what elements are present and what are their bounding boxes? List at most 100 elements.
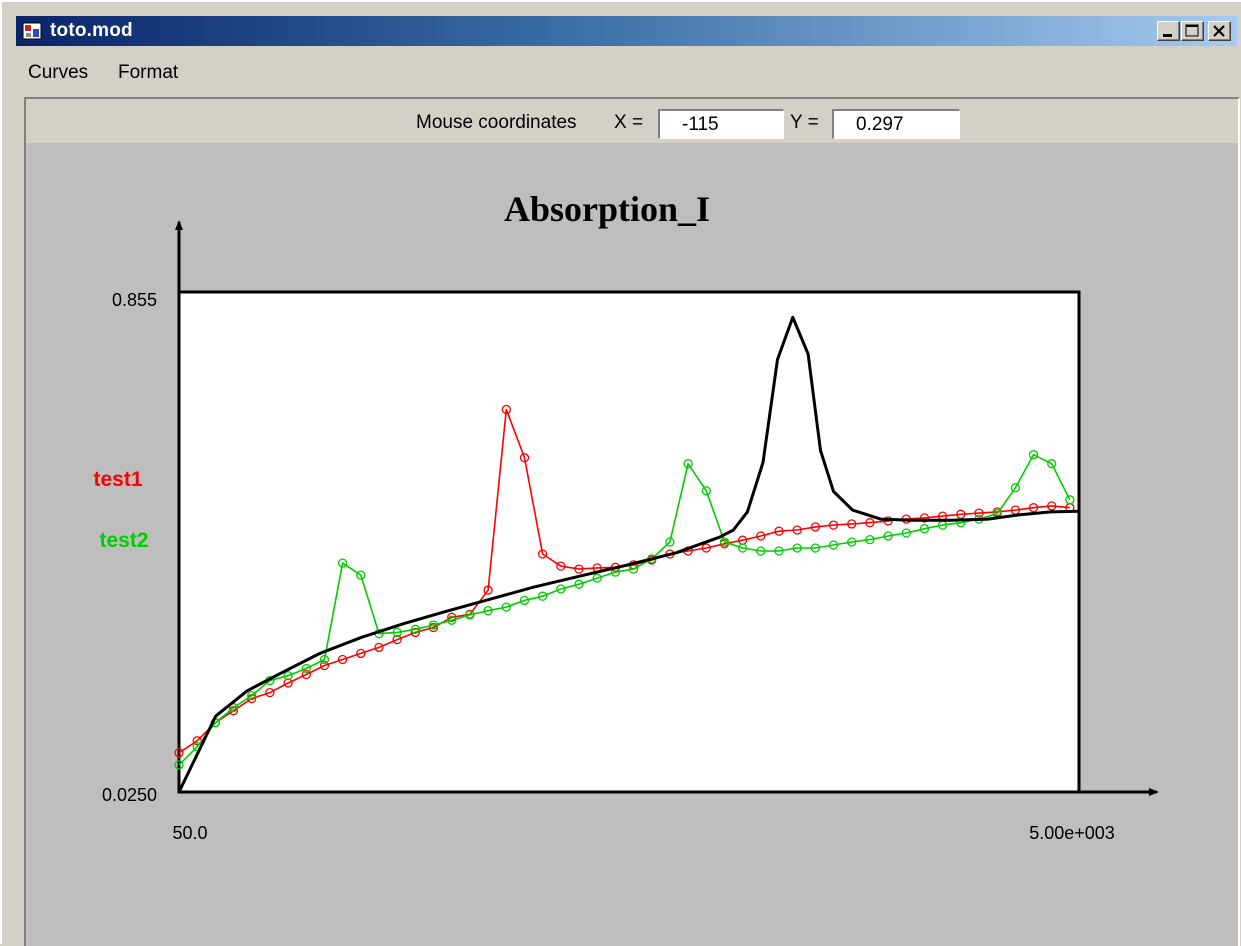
data-point-test2 <box>519 595 530 606</box>
legend-test2[interactable]: test2 <box>99 529 148 552</box>
close-icon <box>1213 25 1225 37</box>
data-point-test1 <box>1047 501 1057 511</box>
data-point-test2 <box>283 671 293 681</box>
y-max-tick-label: 0.855 <box>112 290 157 310</box>
title-bar[interactable]: toto.mod <box>16 16 1237 46</box>
data-point-test2 <box>719 537 730 547</box>
y-coordinate-label: Y = <box>790 112 819 133</box>
x-max-tick-label: 5.00e+003 <box>1029 823 1115 843</box>
data-point-test1 <box>374 642 384 653</box>
x-coordinate-label: X = <box>614 112 644 133</box>
data-point-test2 <box>592 573 602 583</box>
data-point-test2 <box>1047 459 1057 469</box>
data-point-test2 <box>392 627 402 638</box>
y-min-tick-label: 0.0250 <box>102 785 157 805</box>
data-point-test2 <box>337 558 348 568</box>
data-point-test1 <box>283 678 293 688</box>
data-point-test1 <box>556 561 566 571</box>
window-title: toto.mod <box>50 20 133 41</box>
data-point-test2 <box>865 534 875 545</box>
y-coordinate-field: 0.297 <box>832 109 960 139</box>
data-point-test1 <box>574 564 584 574</box>
data-point-test2 <box>574 579 584 589</box>
data-point-test1 <box>774 526 784 536</box>
menu-bar: Curves Format <box>16 56 1237 90</box>
data-point-test2 <box>247 690 257 701</box>
data-point-test1 <box>428 622 439 633</box>
data-point-test2 <box>756 546 766 556</box>
data-point-test2 <box>1028 450 1039 460</box>
data-point-test2 <box>501 602 511 612</box>
data-point-test1 <box>519 453 530 463</box>
data-point-test1 <box>865 518 875 528</box>
plot-area: Mouse coordinates X = -115 Y = 0.297 Abs… <box>24 97 1240 946</box>
data-point-test2 <box>901 528 911 538</box>
data-point-test2 <box>410 624 421 634</box>
data-point-test1 <box>319 660 330 671</box>
data-point-test1 <box>501 404 511 415</box>
data-point-test2 <box>919 524 930 534</box>
legend-test1[interactable]: test1 <box>93 468 142 491</box>
app-icon <box>22 22 42 40</box>
data-point-test2 <box>537 591 548 601</box>
data-point-test2 <box>319 654 330 665</box>
minimize-icon <box>1163 34 1172 37</box>
data-point-test2 <box>301 663 311 674</box>
maximize-button[interactable] <box>1181 21 1204 41</box>
data-point-test1 <box>301 669 311 680</box>
data-point-test1 <box>392 634 402 645</box>
data-point-test2 <box>428 620 439 630</box>
data-point-test1 <box>792 525 802 535</box>
menu-format[interactable]: Format <box>118 62 179 83</box>
coordinates-bar: Mouse coordinates X = -115 Y = 0.297 <box>26 99 1238 143</box>
maximize-icon <box>1185 24 1199 37</box>
data-point-test2 <box>465 610 475 620</box>
plot-frame <box>177 290 1081 794</box>
data-point-test1 <box>1028 503 1039 513</box>
data-point-test1 <box>828 520 839 530</box>
x-min-tick-label: 50.0 <box>172 823 207 843</box>
data-point-test2 <box>665 537 675 547</box>
series-layer <box>174 315 1080 793</box>
data-point-test2 <box>847 537 857 547</box>
data-point-test1 <box>919 513 930 523</box>
data-point-test1 <box>337 654 348 665</box>
series-line-reference <box>177 315 1080 793</box>
data-point-test2 <box>683 459 693 469</box>
data-point-test1 <box>356 648 366 659</box>
data-point-test1 <box>483 585 493 595</box>
data-point-test2 <box>828 540 839 550</box>
minimize-button[interactable] <box>1157 21 1180 41</box>
absorption-chart[interactable]: Absorption_I 0.855 0.0250 50.0 5.00e+003… <box>26 99 1238 946</box>
data-point-test2 <box>628 564 639 574</box>
data-point-test1 <box>756 531 766 541</box>
data-point-test2 <box>1065 495 1075 505</box>
data-point-test2 <box>810 543 821 553</box>
data-point-test1 <box>810 522 821 532</box>
data-point-test2 <box>883 531 893 541</box>
data-point-test1 <box>265 687 275 698</box>
data-point-test1 <box>174 748 184 758</box>
data-point-test2 <box>447 615 457 625</box>
data-point-test2 <box>1010 483 1021 493</box>
data-point-test1 <box>847 519 857 529</box>
mouse-coordinates-label: Mouse coordinates <box>416 112 577 133</box>
data-point-test2 <box>356 570 366 580</box>
x-coordinate-field: -115 <box>658 109 784 139</box>
data-point-test2 <box>556 584 566 594</box>
data-point-test1 <box>447 612 457 622</box>
close-button[interactable] <box>1208 21 1231 41</box>
menu-curves[interactable]: Curves <box>28 62 89 83</box>
data-point-test2 <box>737 543 748 553</box>
data-point-test1 <box>974 508 984 518</box>
series-line-test2 <box>178 453 1071 766</box>
data-point-test2 <box>774 546 784 556</box>
chart-title: Absorption_I <box>504 189 710 229</box>
data-point-test1 <box>537 549 548 559</box>
data-point-test2 <box>174 760 184 770</box>
data-point-test2 <box>701 486 711 496</box>
data-point-test1 <box>701 543 711 553</box>
data-point-test2 <box>483 606 493 616</box>
data-point-test2 <box>792 543 802 553</box>
